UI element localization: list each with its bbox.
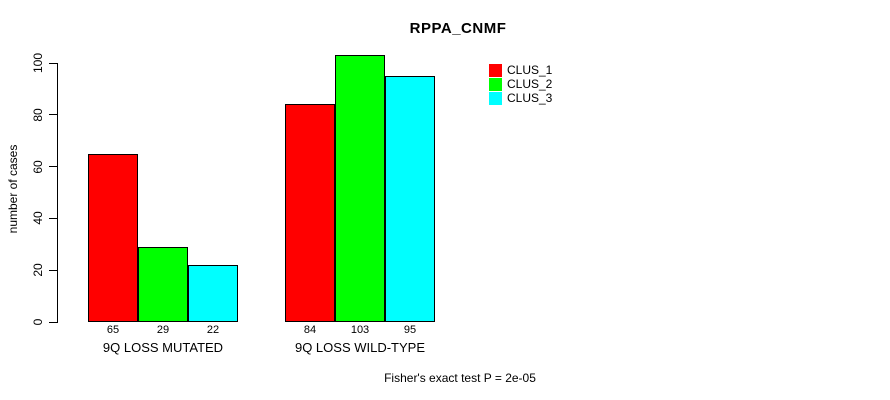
y-tick-mark	[49, 269, 58, 271]
y-tick-label: 100	[31, 52, 45, 74]
bar-value-label: 84	[303, 324, 317, 336]
y-tick-mark	[49, 114, 58, 116]
bar-clus_3-group2	[385, 76, 435, 322]
y-tick-label: 60	[31, 159, 45, 174]
bar-value-label: 22	[206, 324, 220, 336]
chart-title: RPPA_CNMF	[409, 20, 507, 37]
y-tick-mark	[49, 62, 58, 64]
bar-clus_2-group2	[335, 55, 385, 322]
fisher-test-annotation: Fisher's exact test P = 2e-05	[384, 371, 536, 385]
y-tick-label: 40	[31, 211, 45, 226]
x-category-label-wildtype: 9Q LOSS WILD-TYPE	[294, 340, 426, 355]
x-category-label-mutated: 9Q LOSS MUTATED	[102, 340, 224, 355]
bar-clus_3-group1	[188, 265, 238, 322]
y-axis-label: number of cases	[6, 144, 20, 234]
y-tick-label: 80	[31, 108, 45, 122]
bar-clus_1-group2	[285, 104, 335, 322]
legend-swatch-icon	[489, 91, 502, 105]
legend-item-clus_3: CLUS_3	[489, 91, 552, 105]
legend-swatch-icon	[489, 63, 502, 77]
bar-clus_1-group1	[88, 154, 138, 322]
legend-label: CLUS_1	[507, 62, 553, 77]
bar-clus_2-group1	[138, 247, 188, 322]
y-tick-mark	[49, 321, 58, 323]
bar-value-label: 95	[403, 324, 417, 336]
legend-item-clus_1: CLUS_1	[489, 63, 552, 77]
y-tick-mark	[49, 217, 58, 219]
legend-swatch-icon	[489, 77, 502, 91]
legend-label: CLUS_2	[507, 76, 553, 91]
y-axis-line	[57, 63, 58, 322]
y-tick-label: 0	[31, 318, 45, 326]
bar-value-label: 29	[156, 324, 170, 336]
y-tick-label: 20	[31, 263, 45, 277]
bar-value-label: 65	[106, 324, 120, 336]
y-tick-mark	[49, 166, 58, 168]
legend-label: CLUS_3	[507, 90, 553, 105]
bar-value-label: 103	[350, 324, 370, 336]
legend: CLUS_1 CLUS_2 CLUS_3	[489, 63, 552, 105]
legend-item-clus_2: CLUS_2	[489, 77, 552, 91]
